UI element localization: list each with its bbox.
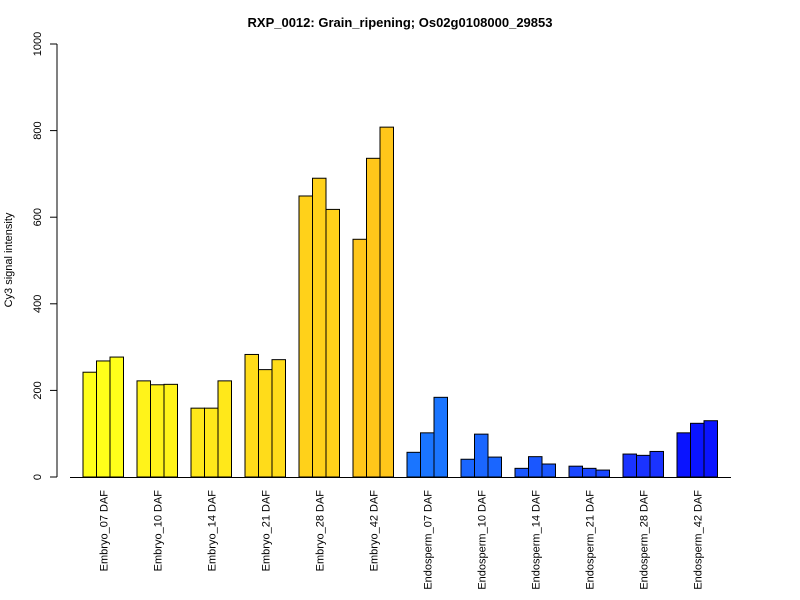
bar: [136, 380, 151, 478]
bar: [514, 467, 529, 478]
y-axis-label: Cy3 signal intensity: [3, 212, 15, 307]
chart-title: RXP_0012: Grain_ripening; Os02g0108000_2…: [248, 15, 553, 30]
y-tick-label: 600: [32, 208, 44, 226]
y-tick-label: 0: [32, 474, 44, 480]
x-tick-label: Endosperm_28 DAF: [638, 490, 650, 590]
bar: [595, 469, 610, 478]
bar: [690, 422, 705, 478]
x-tick-label: Embryo_14 DAF: [206, 490, 218, 572]
x-tick-label: Embryo_07 DAF: [98, 490, 110, 572]
bar: [582, 467, 597, 478]
bar: [541, 463, 556, 478]
bar: [82, 371, 97, 478]
bar: [622, 453, 637, 478]
bar: [528, 456, 543, 478]
bar: [352, 238, 367, 478]
bar: [96, 360, 111, 478]
bar: [433, 396, 448, 478]
y-tick-label: 1000: [32, 32, 44, 56]
bar: [312, 177, 327, 478]
bars: [82, 126, 718, 478]
x-tick-label: Endosperm_42 DAF: [692, 490, 704, 590]
bar: [474, 433, 489, 478]
y-tick-label: 200: [32, 381, 44, 399]
bar: [298, 195, 313, 478]
bar: [190, 407, 205, 478]
bar: [636, 454, 651, 478]
x-tick-label: Endosperm_10 DAF: [476, 490, 488, 590]
bar: [217, 380, 232, 478]
x-tick-label: Endosperm_14 DAF: [530, 490, 542, 590]
bar: [325, 208, 340, 478]
bar: [406, 451, 421, 478]
bar: [460, 458, 475, 478]
bar: [487, 456, 502, 478]
bar: [676, 432, 691, 478]
bar: [163, 383, 178, 478]
x-tick-label: Endosperm_07 DAF: [422, 490, 434, 590]
bar: [109, 356, 124, 478]
bar: [150, 384, 165, 478]
x-tick-label: Embryo_28 DAF: [314, 490, 326, 572]
bar: [258, 369, 273, 478]
bar: [379, 126, 394, 478]
bar: [366, 157, 381, 478]
y-ticks: 0 200 400 600 800 1000: [32, 32, 57, 480]
bar: [649, 450, 664, 478]
x-tick-label: Embryo_10 DAF: [152, 490, 164, 572]
bar: [420, 432, 435, 478]
x-tick-label: Embryo_21 DAF: [260, 490, 272, 572]
y-tick-label: 800: [32, 121, 44, 139]
y-tick-label: 400: [32, 295, 44, 313]
bar: [703, 420, 718, 478]
x-tick-label: Embryo_42 DAF: [368, 490, 380, 572]
x-tick-labels: Embryo_07 DAF Embryo_10 DAF Embryo_14 DAF E…: [98, 490, 704, 590]
bar: [568, 465, 583, 478]
bar: [204, 407, 219, 478]
bar: [271, 359, 286, 478]
x-tick-label: Endosperm_21 DAF: [584, 490, 596, 590]
bar: [244, 353, 259, 478]
